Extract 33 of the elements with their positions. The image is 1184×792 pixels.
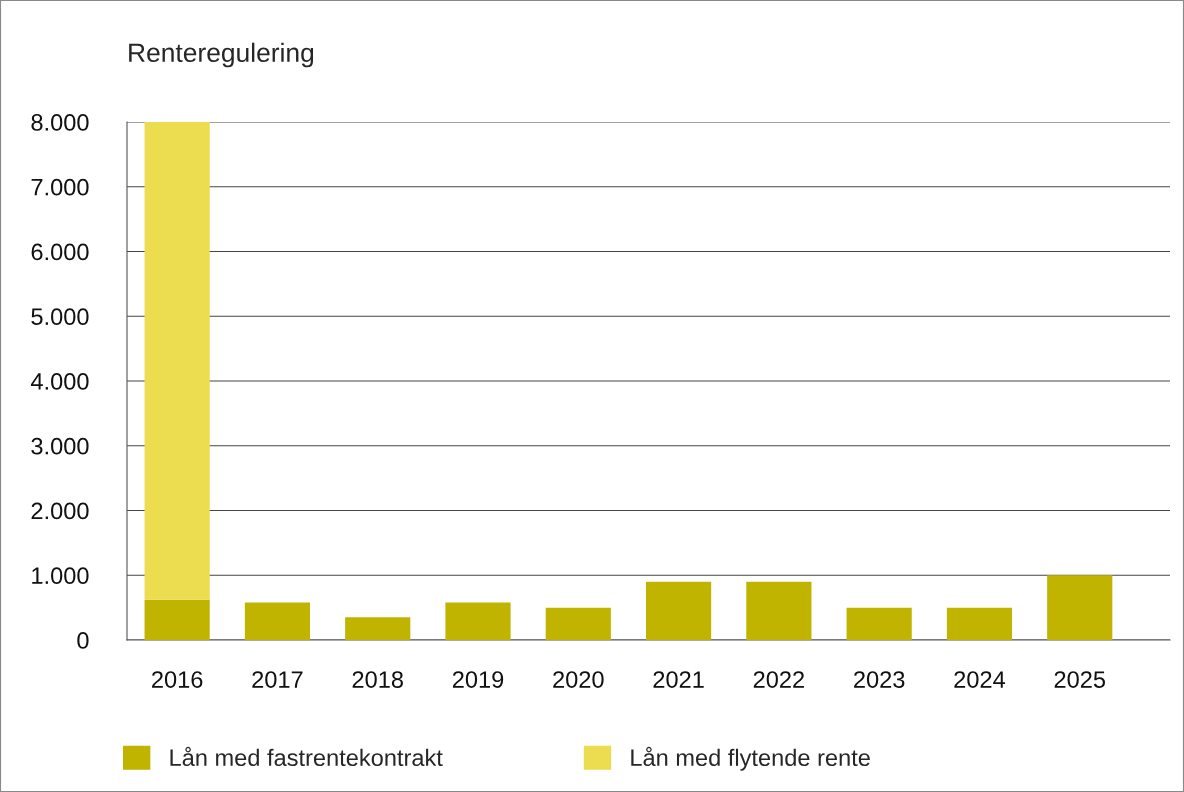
bar bbox=[244, 602, 311, 640]
y-tick-label: 5.000 bbox=[31, 308, 89, 326]
chart-title: Renteregulering bbox=[129, 42, 314, 68]
legend-label: Lån med flytende rente bbox=[631, 746, 870, 771]
y-tick-label: 1.000 bbox=[32, 567, 89, 585]
bar bbox=[1047, 575, 1113, 640]
legend-label: Lån med fastrentekontrakt bbox=[170, 746, 443, 767]
y-tick-label: 0 bbox=[77, 632, 89, 649]
bar bbox=[144, 122, 210, 600]
y-tick-label: 3.000 bbox=[31, 437, 89, 455]
x-tick-label: 2024 bbox=[954, 671, 1006, 688]
x-tick-label: 2023 bbox=[854, 671, 905, 688]
y-tick-label: 7.000 bbox=[31, 178, 89, 196]
y-tick-label: 4.000 bbox=[30, 373, 89, 390]
bar bbox=[445, 602, 511, 640]
bar bbox=[144, 599, 210, 640]
y-tick-label: 8.000 bbox=[31, 114, 89, 131]
bar bbox=[846, 607, 912, 640]
x-tick-label: 2022 bbox=[753, 671, 804, 688]
bar bbox=[345, 617, 411, 640]
x-tick-label: 2017 bbox=[252, 671, 303, 688]
x-tick-label: 2025 bbox=[1054, 671, 1106, 688]
x-tick-label: 2019 bbox=[452, 671, 504, 688]
bar bbox=[545, 607, 611, 640]
x-tick-label: 2018 bbox=[352, 671, 403, 688]
y-tick-label: 6.000 bbox=[31, 243, 89, 261]
bar bbox=[645, 581, 712, 640]
bar bbox=[746, 581, 812, 640]
y-tick-label: 2.000 bbox=[31, 502, 89, 520]
x-tick-label: 2020 bbox=[553, 671, 604, 688]
x-tick-label: 2016 bbox=[152, 671, 203, 688]
x-tick-label: 2021 bbox=[653, 671, 704, 688]
bar bbox=[946, 607, 1013, 640]
